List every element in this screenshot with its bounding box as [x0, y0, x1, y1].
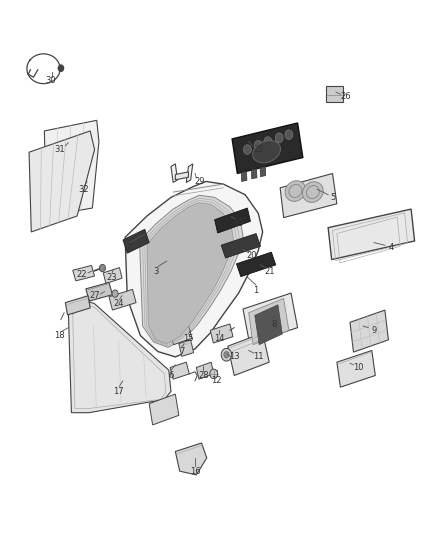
Text: 18: 18 — [54, 331, 65, 340]
Text: 9: 9 — [371, 326, 377, 335]
Text: 26: 26 — [340, 92, 351, 101]
Polygon shape — [103, 268, 122, 284]
Circle shape — [244, 145, 251, 155]
Polygon shape — [196, 362, 214, 379]
Text: 24: 24 — [113, 299, 124, 308]
Text: 17: 17 — [113, 387, 124, 396]
Polygon shape — [243, 293, 297, 344]
Text: 32: 32 — [78, 185, 89, 194]
Polygon shape — [179, 340, 194, 357]
Polygon shape — [123, 229, 149, 253]
Polygon shape — [221, 233, 261, 258]
Text: 16: 16 — [190, 467, 200, 475]
Polygon shape — [125, 181, 263, 357]
Text: 25: 25 — [253, 145, 264, 154]
Polygon shape — [170, 325, 192, 345]
Circle shape — [254, 141, 262, 150]
Circle shape — [221, 349, 232, 361]
Polygon shape — [29, 131, 95, 232]
Polygon shape — [255, 305, 283, 345]
Ellipse shape — [303, 182, 323, 203]
Polygon shape — [73, 265, 95, 281]
Polygon shape — [280, 173, 337, 217]
Polygon shape — [147, 203, 233, 344]
Polygon shape — [171, 164, 177, 182]
Text: 4: 4 — [389, 244, 394, 253]
Circle shape — [264, 137, 272, 147]
Ellipse shape — [253, 141, 280, 163]
Text: 12: 12 — [212, 376, 222, 385]
Text: 6: 6 — [168, 371, 173, 380]
Text: 31: 31 — [54, 145, 65, 154]
Text: 2: 2 — [127, 244, 132, 253]
Polygon shape — [228, 333, 269, 375]
Polygon shape — [328, 209, 415, 260]
Polygon shape — [86, 282, 113, 301]
Polygon shape — [350, 310, 389, 352]
Polygon shape — [68, 301, 171, 413]
Polygon shape — [175, 172, 188, 180]
Polygon shape — [237, 252, 276, 277]
Circle shape — [112, 290, 118, 297]
Polygon shape — [249, 298, 289, 345]
Text: 14: 14 — [214, 334, 224, 343]
Polygon shape — [337, 351, 375, 387]
Text: 15: 15 — [183, 334, 194, 343]
Polygon shape — [140, 195, 243, 348]
Circle shape — [224, 352, 229, 358]
Polygon shape — [210, 324, 233, 343]
Circle shape — [210, 369, 218, 378]
Polygon shape — [170, 362, 189, 379]
Text: 23: 23 — [107, 273, 117, 281]
Text: 13: 13 — [229, 352, 240, 361]
Polygon shape — [241, 171, 247, 181]
Circle shape — [99, 264, 106, 272]
Text: 21: 21 — [264, 268, 275, 276]
Polygon shape — [251, 168, 257, 179]
Ellipse shape — [285, 181, 306, 201]
Polygon shape — [232, 123, 303, 173]
Text: 27: 27 — [89, 291, 100, 300]
Text: 11: 11 — [253, 352, 264, 361]
Text: 10: 10 — [353, 363, 364, 372]
Polygon shape — [215, 208, 251, 233]
Polygon shape — [44, 120, 99, 216]
Polygon shape — [109, 289, 136, 310]
Circle shape — [276, 133, 283, 143]
Text: 30: 30 — [46, 76, 56, 85]
Text: 20: 20 — [247, 252, 257, 260]
Polygon shape — [186, 164, 193, 182]
Text: 22: 22 — [76, 270, 87, 279]
Polygon shape — [260, 166, 266, 176]
Polygon shape — [175, 443, 207, 475]
Text: 5: 5 — [330, 193, 335, 202]
Text: 8: 8 — [271, 320, 276, 329]
Text: 19: 19 — [233, 220, 244, 229]
Text: 28: 28 — [198, 371, 209, 380]
Text: 29: 29 — [194, 177, 205, 186]
Circle shape — [58, 65, 64, 71]
Circle shape — [285, 130, 293, 140]
FancyBboxPatch shape — [326, 86, 343, 102]
Text: 1: 1 — [254, 286, 259, 295]
Text: 3: 3 — [153, 268, 159, 276]
Polygon shape — [149, 394, 179, 425]
Text: 7: 7 — [179, 347, 184, 356]
Polygon shape — [65, 296, 90, 315]
